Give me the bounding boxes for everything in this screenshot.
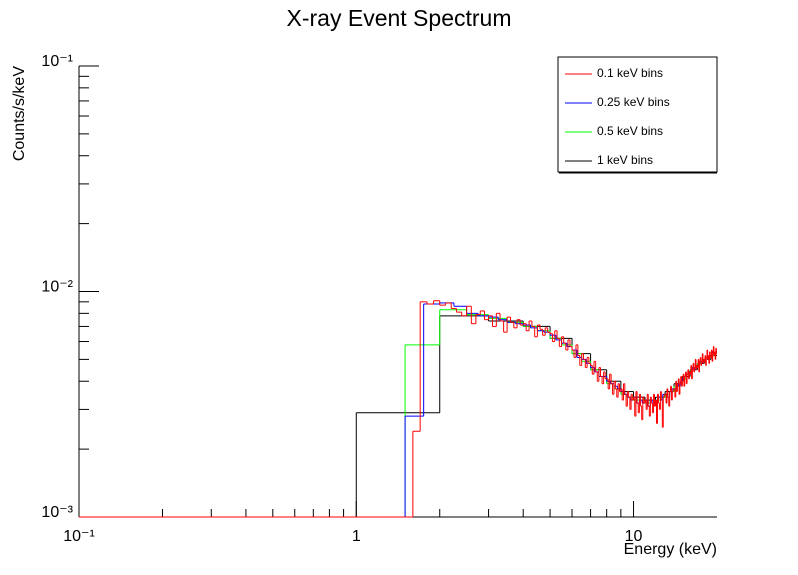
- y-tick-label: 10⁻³: [41, 504, 73, 521]
- x-tick-label: 10⁻¹: [63, 528, 95, 545]
- x-axis-label: Energy (keV): [624, 541, 717, 558]
- legend-label: 0.25 keV bins: [597, 95, 670, 109]
- legend-box: [557, 56, 718, 173]
- legend-label: 1 keV bins: [597, 153, 653, 167]
- legend-label: 0.5 keV bins: [597, 124, 663, 138]
- y-axis-label: Counts/s/keV: [11, 66, 28, 161]
- chart-title: X-ray Event Spectrum: [287, 5, 512, 31]
- legend-label: 0.1 keV bins: [597, 66, 663, 80]
- y-tick-label: 10⁻²: [41, 279, 73, 296]
- y-tick-label: 10⁻¹: [41, 53, 73, 70]
- x-tick-label: 10: [625, 528, 643, 545]
- x-tick-label: 1: [352, 528, 361, 545]
